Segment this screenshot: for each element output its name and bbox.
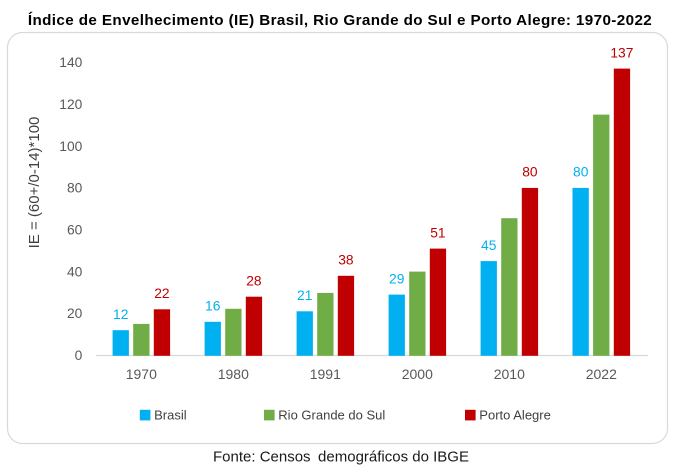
svg-text:45: 45	[481, 238, 497, 253]
svg-text:20: 20	[67, 306, 83, 321]
svg-text:60: 60	[67, 223, 83, 238]
svg-text:16: 16	[205, 299, 221, 314]
svg-text:1970: 1970	[126, 366, 157, 382]
svg-text:12: 12	[113, 307, 128, 322]
svg-text:100: 100	[59, 139, 82, 154]
svg-text:2000: 2000	[402, 366, 433, 382]
svg-text:38: 38	[338, 253, 354, 268]
svg-text:21: 21	[297, 288, 312, 303]
svg-text:IE = (60+/0-14)*100: IE = (60+/0-14)*100	[26, 117, 43, 249]
svg-text:80: 80	[67, 181, 83, 196]
svg-text:Fonte: Censos demográficos do: Fonte: Censos demográficos do IBGE	[213, 449, 469, 466]
svg-text:2010: 2010	[494, 366, 525, 382]
svg-text:29: 29	[389, 271, 405, 286]
svg-text:Índice de Envelhecimento (IE): Índice de Envelhecimento (IE) Brasil, Ri…	[28, 12, 652, 29]
svg-text:137: 137	[610, 45, 633, 60]
svg-text:28: 28	[246, 273, 262, 288]
svg-text:22: 22	[154, 286, 169, 301]
svg-text:80: 80	[573, 165, 589, 180]
svg-text:2022: 2022	[586, 366, 617, 382]
svg-text:0: 0	[75, 348, 83, 363]
svg-text:Brasil: Brasil	[154, 408, 187, 423]
svg-text:40: 40	[67, 264, 83, 279]
svg-text:1980: 1980	[218, 366, 249, 382]
svg-text:1991: 1991	[310, 366, 341, 382]
svg-text:120: 120	[59, 97, 82, 112]
svg-text:Porto Alegre: Porto Alegre	[479, 408, 551, 423]
svg-text:140: 140	[59, 55, 82, 70]
svg-text:51: 51	[430, 225, 445, 240]
svg-text:Rio Grande do Sul: Rio Grande do Sul	[278, 408, 385, 423]
svg-text:80: 80	[522, 165, 538, 180]
